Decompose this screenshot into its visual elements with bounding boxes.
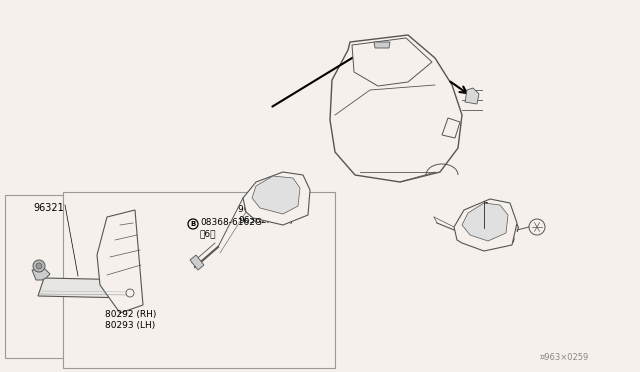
Polygon shape: [130, 280, 140, 292]
Circle shape: [126, 289, 134, 297]
Polygon shape: [190, 255, 204, 270]
Polygon shape: [330, 35, 462, 182]
Text: B: B: [190, 221, 196, 227]
Bar: [63, 192, 335, 368]
Text: 08368-6162G
（6）: 08368-6162G （6）: [200, 218, 262, 238]
Polygon shape: [32, 268, 50, 280]
Polygon shape: [252, 176, 300, 214]
Polygon shape: [243, 172, 310, 225]
Bar: [5, 195, 173, 358]
Text: 96301M (RH)
96302M(LH): 96301M (RH) 96302M(LH): [460, 224, 520, 244]
Circle shape: [529, 219, 545, 235]
Circle shape: [36, 263, 42, 269]
Polygon shape: [97, 210, 143, 313]
Polygon shape: [442, 118, 460, 138]
Polygon shape: [352, 38, 432, 86]
Text: 96321: 96321: [33, 203, 64, 213]
Polygon shape: [454, 199, 517, 251]
Polygon shape: [465, 88, 479, 104]
Circle shape: [33, 260, 45, 272]
Polygon shape: [38, 278, 136, 298]
Circle shape: [188, 219, 198, 229]
Text: 96301M (RH)
96302M(LH): 96301M (RH) 96302M(LH): [238, 205, 298, 225]
Text: ¤963×0259: ¤963×0259: [540, 353, 589, 362]
Polygon shape: [462, 203, 508, 241]
Polygon shape: [374, 42, 390, 48]
Text: 80292 (RH)
80293 (LH): 80292 (RH) 80293 (LH): [105, 310, 156, 330]
